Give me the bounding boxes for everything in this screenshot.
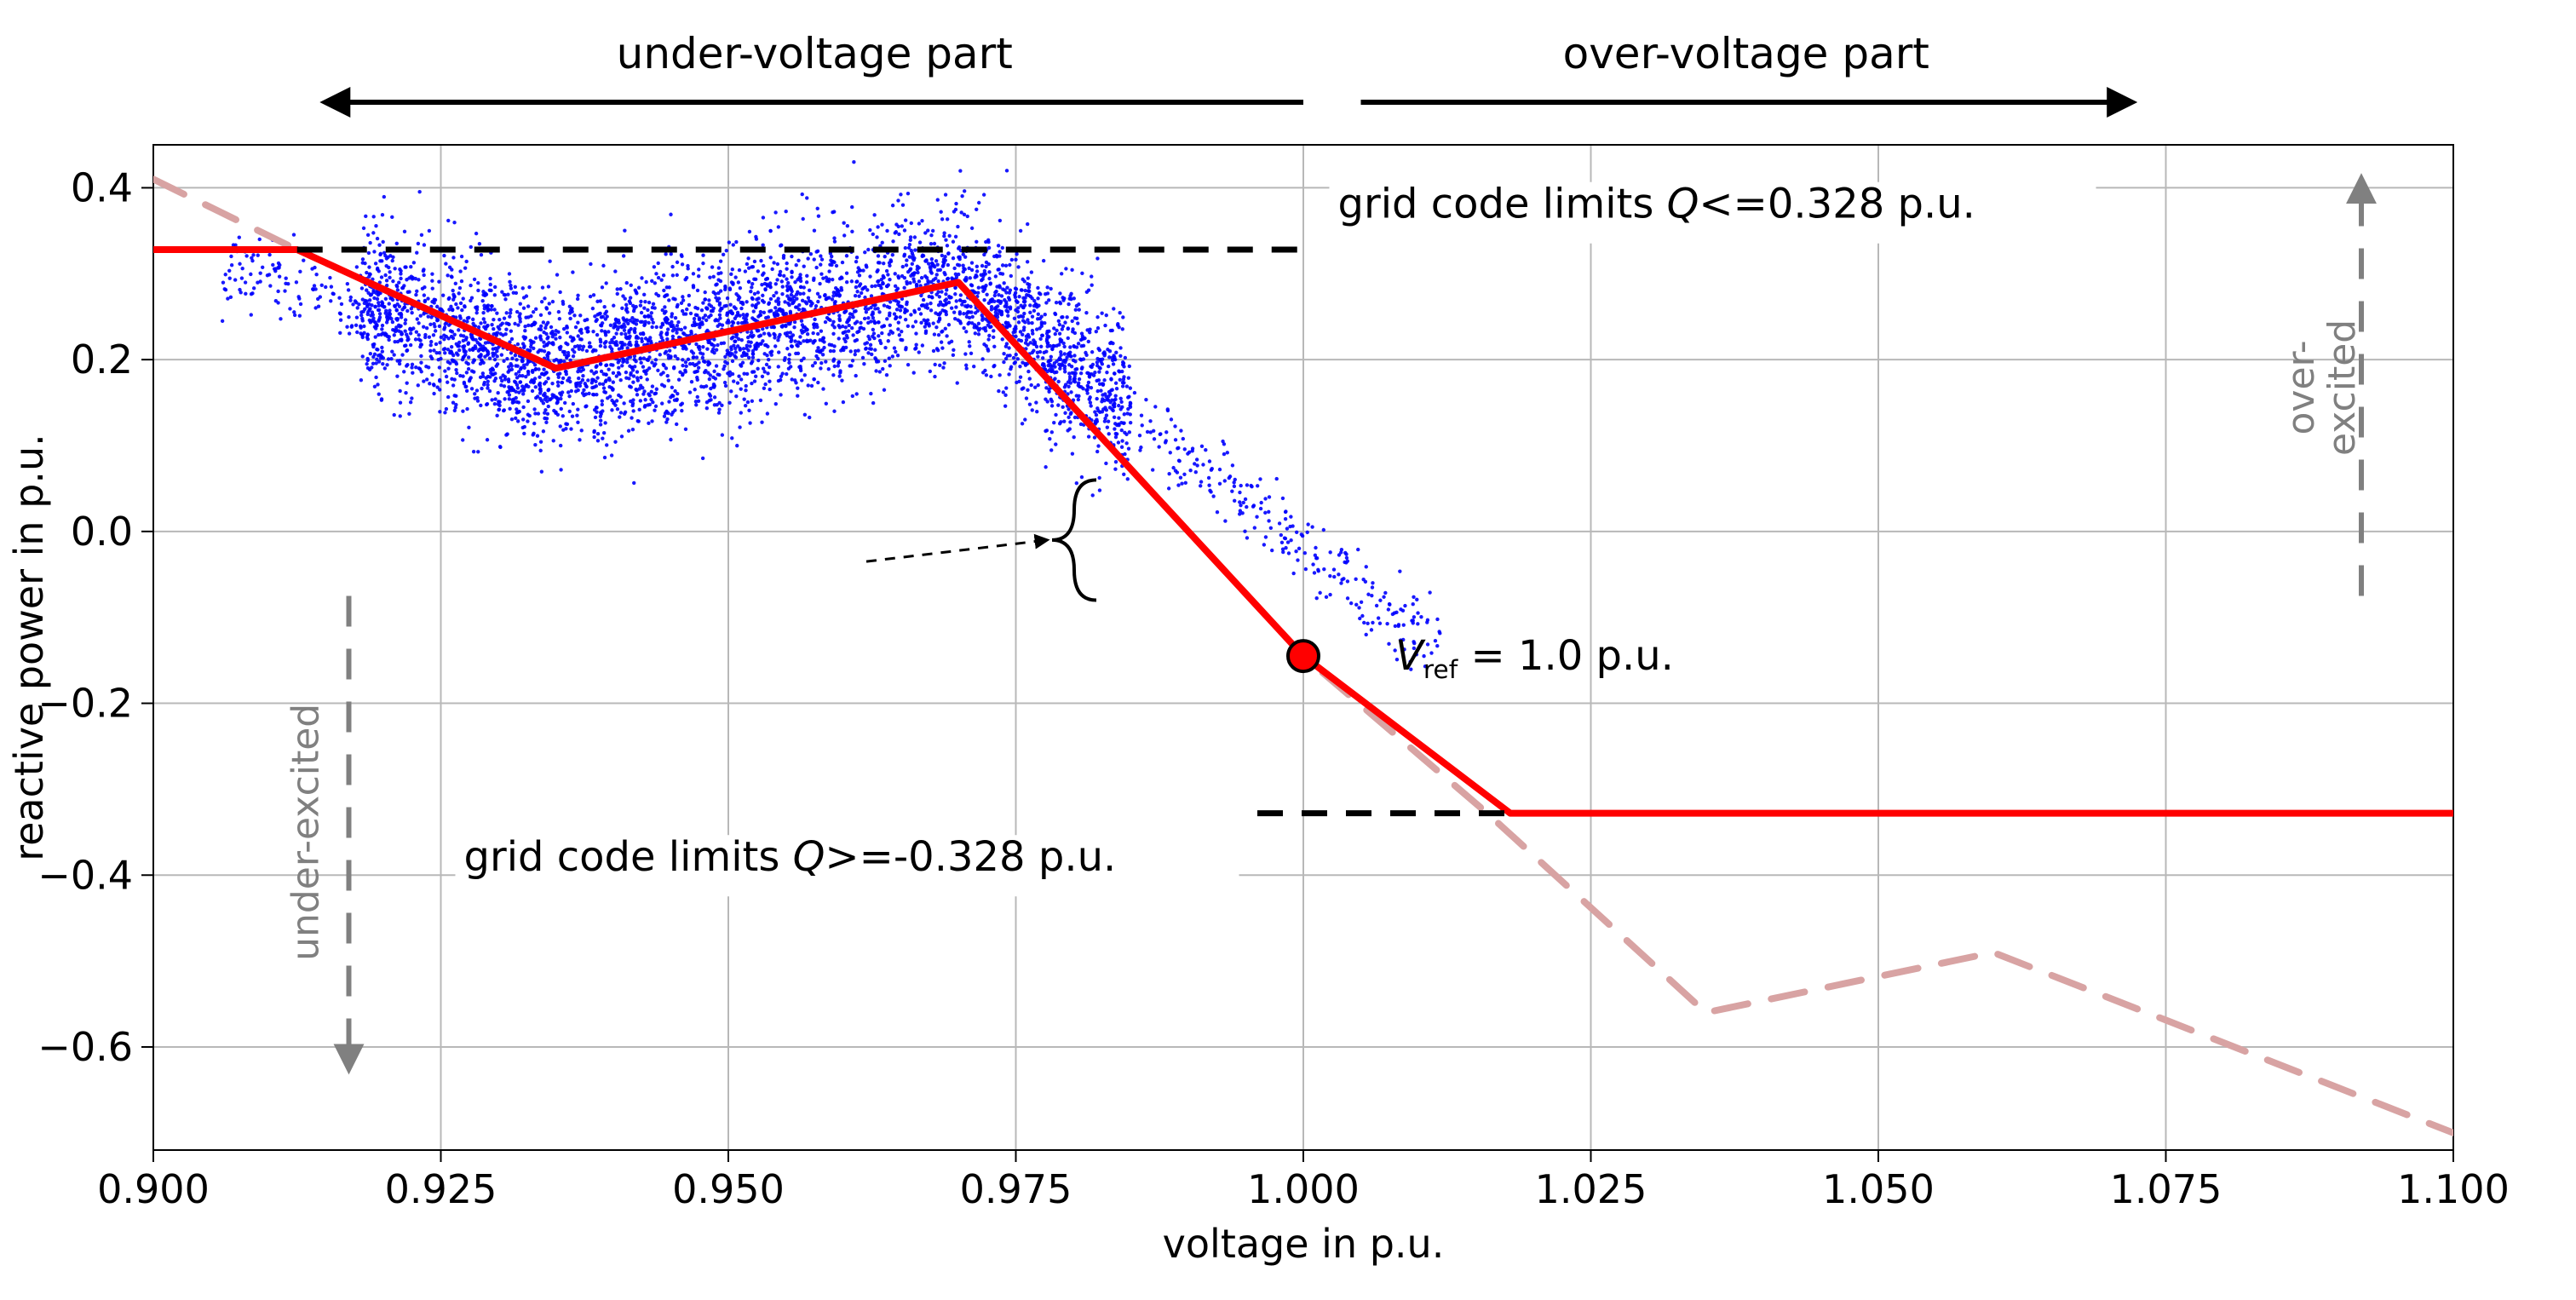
x-tick-label: 1.000 bbox=[1247, 1166, 1360, 1212]
y-tick-label: 0.4 bbox=[71, 164, 133, 210]
q-upper-label: grid code limits Q<=0.328 p.u. bbox=[1338, 181, 1975, 228]
over-voltage-label: over-voltage part bbox=[1563, 29, 1929, 78]
x-tick-label: 1.075 bbox=[2110, 1166, 2222, 1212]
y-tick-label: 0.2 bbox=[71, 337, 133, 383]
under-excited-label: under-excited bbox=[285, 704, 328, 961]
qv-chart: 0.900 0.925 0.950 0.975 1.000 1.025 1.050 1.075… bbox=[0, 0, 2576, 1300]
y-tick-label: −0.2 bbox=[37, 681, 133, 727]
x-tick-label: 0.950 bbox=[672, 1166, 785, 1212]
y-tick-label: −0.4 bbox=[37, 852, 133, 898]
y-tick-label: 0.0 bbox=[71, 509, 133, 555]
x-tick-label: 1.025 bbox=[1535, 1166, 1647, 1212]
x-tick-label: 1.050 bbox=[1822, 1166, 1935, 1212]
x-axis-label: voltage in p.u. bbox=[1163, 1221, 1445, 1267]
x-tick-label: 0.925 bbox=[385, 1166, 497, 1212]
x-tick-label: 0.975 bbox=[960, 1166, 1072, 1212]
x-tick-label: 1.100 bbox=[2397, 1166, 2510, 1212]
y-tick-label: −0.6 bbox=[37, 1024, 133, 1070]
under-voltage-label: under-voltage part bbox=[617, 29, 1013, 78]
chart-svg: 0.900 0.925 0.950 0.975 1.000 1.025 1.050 1.075… bbox=[0, 0, 2576, 1300]
y-axis-label: reactive power in p.u. bbox=[6, 434, 52, 861]
x-tick-label: 0.900 bbox=[97, 1166, 210, 1212]
vref-point bbox=[1288, 641, 1319, 671]
q-lower-label: grid code limits Q>=-0.328 p.u. bbox=[464, 833, 1117, 881]
